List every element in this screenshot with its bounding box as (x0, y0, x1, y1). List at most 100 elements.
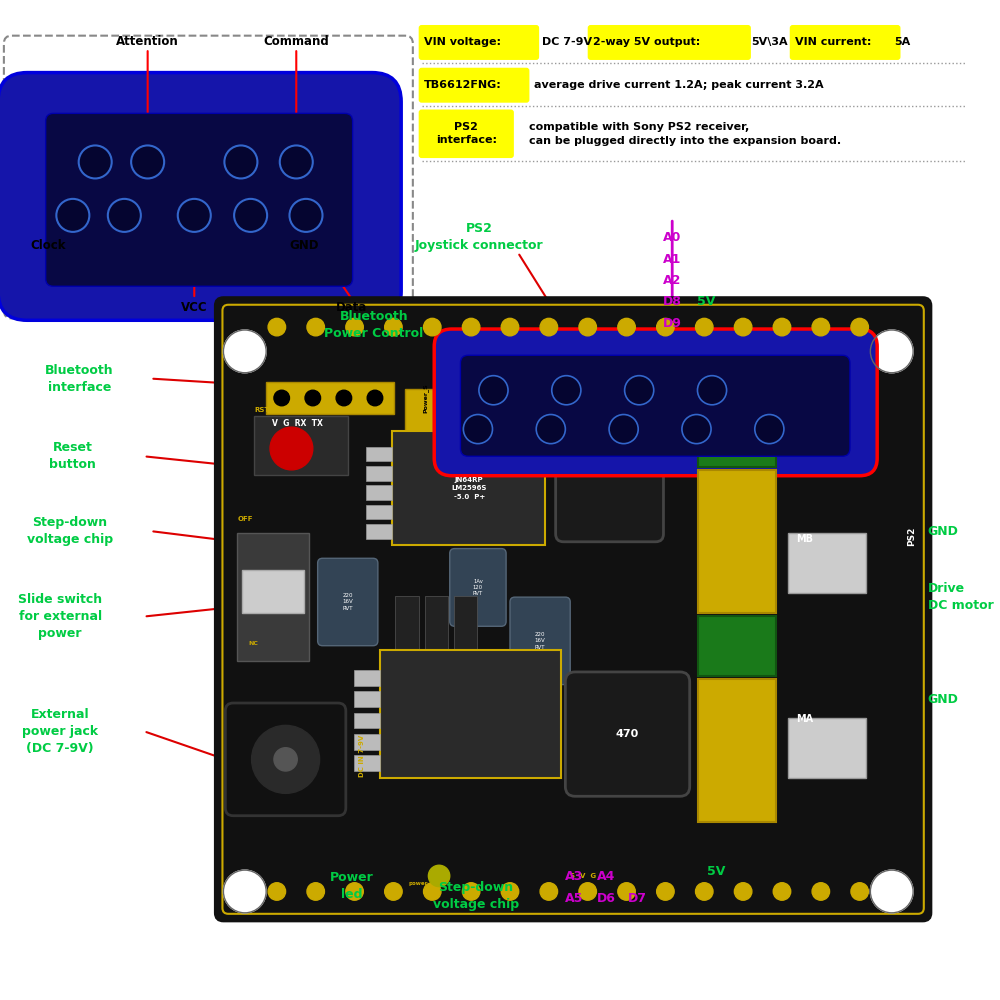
FancyBboxPatch shape (354, 691, 380, 707)
Circle shape (280, 145, 313, 178)
Circle shape (536, 415, 565, 444)
Circle shape (307, 318, 324, 336)
FancyBboxPatch shape (419, 25, 539, 60)
Text: Command: Command (263, 35, 329, 48)
Text: S  V  G: S V G (570, 873, 596, 879)
Text: A1: A1 (662, 253, 681, 266)
Circle shape (56, 199, 89, 232)
FancyBboxPatch shape (0, 73, 401, 320)
Text: PS2
Joystick connector: PS2 Joystick connector (415, 222, 543, 252)
Circle shape (501, 318, 519, 336)
Text: VCC: VCC (181, 301, 208, 314)
Text: JN64RP
LM2596S
-5.0  P+: JN64RP LM2596S -5.0 P+ (451, 477, 487, 500)
Circle shape (812, 883, 830, 900)
Circle shape (625, 376, 654, 405)
FancyBboxPatch shape (420, 21, 966, 165)
Circle shape (773, 883, 791, 900)
Circle shape (385, 883, 402, 900)
Circle shape (540, 318, 558, 336)
Circle shape (696, 883, 713, 900)
FancyBboxPatch shape (4, 36, 413, 318)
FancyBboxPatch shape (254, 416, 348, 475)
Circle shape (579, 883, 596, 900)
FancyBboxPatch shape (366, 505, 392, 519)
FancyBboxPatch shape (510, 597, 570, 685)
FancyBboxPatch shape (354, 734, 380, 750)
Circle shape (851, 883, 868, 900)
Text: GND: GND (928, 525, 959, 538)
Circle shape (773, 318, 791, 336)
Circle shape (812, 318, 830, 336)
Circle shape (385, 318, 402, 336)
Circle shape (424, 318, 441, 336)
FancyBboxPatch shape (419, 109, 514, 158)
FancyBboxPatch shape (318, 558, 378, 646)
Circle shape (618, 883, 635, 900)
FancyBboxPatch shape (225, 703, 346, 816)
Circle shape (268, 318, 286, 336)
FancyBboxPatch shape (788, 718, 866, 778)
FancyBboxPatch shape (434, 329, 877, 476)
Circle shape (657, 318, 674, 336)
Text: 5V: 5V (707, 865, 726, 878)
Text: DC IN 7-9V: DC IN 7-9V (359, 734, 365, 777)
Text: Data: Data (336, 301, 367, 314)
Circle shape (268, 883, 286, 900)
Circle shape (307, 883, 324, 900)
FancyBboxPatch shape (460, 355, 850, 456)
Circle shape (223, 330, 266, 373)
Text: D7: D7 (628, 892, 647, 905)
Text: Bluetooth
interface: Bluetooth interface (45, 364, 114, 394)
Text: VIN voltage:: VIN voltage: (424, 37, 501, 47)
Text: A0: A0 (662, 231, 681, 244)
FancyBboxPatch shape (698, 616, 776, 676)
Text: DC 7-9V: DC 7-9V (542, 37, 592, 47)
Text: 220
16V
RVT: 220 16V RVT (342, 593, 353, 611)
Circle shape (696, 318, 713, 336)
FancyBboxPatch shape (354, 670, 380, 686)
Circle shape (289, 199, 323, 232)
Circle shape (79, 145, 112, 178)
Text: A3: A3 (565, 870, 584, 883)
Circle shape (734, 318, 752, 336)
Text: Attention: Attention (116, 35, 179, 48)
FancyBboxPatch shape (395, 596, 419, 656)
Circle shape (108, 199, 141, 232)
Text: Reset
button: Reset button (49, 441, 96, 471)
Circle shape (851, 318, 868, 336)
FancyBboxPatch shape (454, 596, 477, 656)
Text: MA: MA (797, 714, 814, 724)
Text: NC: NC (249, 641, 259, 646)
Circle shape (346, 318, 363, 336)
FancyBboxPatch shape (366, 524, 392, 539)
Circle shape (223, 870, 266, 913)
Circle shape (305, 390, 321, 406)
Text: Drive
DC motor: Drive DC motor (928, 582, 993, 612)
FancyBboxPatch shape (266, 382, 394, 414)
Circle shape (131, 145, 164, 178)
Text: Clock: Clock (31, 239, 66, 252)
Circle shape (540, 883, 558, 900)
Circle shape (609, 415, 638, 444)
Circle shape (579, 318, 596, 336)
Circle shape (224, 145, 257, 178)
Text: compatible with Sony PS2 receiver,
can be plugged directly into the expansion bo: compatible with Sony PS2 receiver, can b… (529, 122, 842, 146)
FancyBboxPatch shape (237, 533, 309, 661)
Circle shape (234, 199, 267, 232)
FancyBboxPatch shape (366, 447, 392, 461)
Circle shape (178, 199, 211, 232)
Circle shape (755, 415, 784, 444)
Text: PS2
interface:: PS2 interface: (436, 122, 497, 145)
Text: 1Av
120
RVT: 1Av 120 RVT (473, 579, 483, 596)
Text: GND: GND (289, 239, 319, 252)
Circle shape (462, 318, 480, 336)
Text: PS2: PS2 (907, 527, 916, 546)
Circle shape (274, 390, 289, 406)
Circle shape (463, 415, 492, 444)
FancyBboxPatch shape (216, 298, 931, 921)
Text: VIN current:: VIN current: (795, 37, 871, 47)
Circle shape (424, 883, 441, 900)
FancyBboxPatch shape (392, 431, 545, 545)
FancyBboxPatch shape (698, 416, 776, 467)
Text: D8: D8 (662, 295, 681, 308)
